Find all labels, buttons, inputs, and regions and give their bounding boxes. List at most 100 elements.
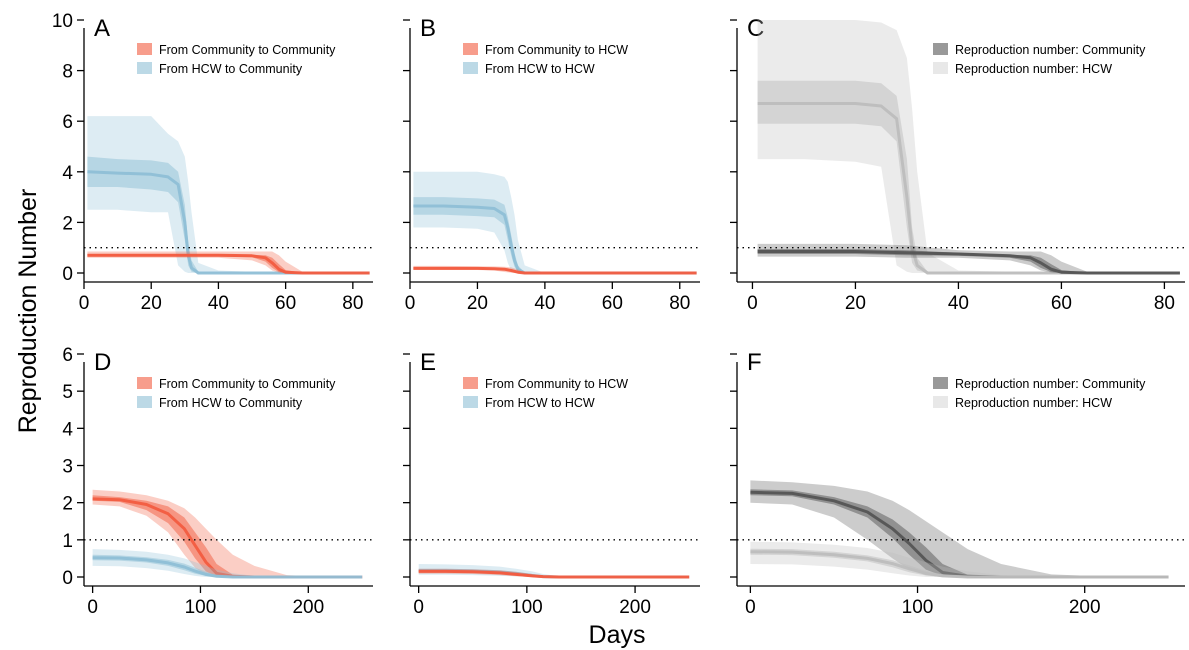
credible-band-inner (87, 156, 370, 273)
legend-swatch (137, 43, 152, 55)
panel-letter: A (94, 15, 110, 42)
credible-band-outer (87, 116, 370, 273)
y-tick-label: 3 (62, 457, 73, 478)
median-line (757, 102, 1180, 275)
y-tick-label: 2 (62, 213, 73, 234)
x-tick-label: 20 (141, 293, 162, 314)
x-tick-label: 40 (534, 293, 555, 314)
legend-label: From HCW to Community (159, 62, 303, 76)
legend: From Community to Community From HCW to C… (137, 43, 336, 76)
credible-band-inner (757, 80, 1180, 273)
median-line (418, 569, 690, 579)
y-tick-label: 8 (62, 62, 73, 83)
series-blue (87, 116, 370, 275)
legend-label: Reproduction number: Community (955, 43, 1146, 57)
y-tick-label: 4 (62, 419, 73, 440)
x-tick-label: 40 (948, 293, 969, 314)
panel-letter: F (747, 349, 762, 376)
y-tick-label: 6 (62, 345, 73, 366)
y-tick-label: 4 (62, 163, 73, 184)
legend-swatch (933, 62, 948, 74)
credible-band-outer (413, 171, 697, 273)
panel-letter: E (420, 349, 436, 376)
legend-label: Reproduction number: HCW (955, 396, 1112, 410)
panel-a: A 0 2 4 6 8 10 0 20 40 60 80 From Community to Commu… (52, 11, 373, 314)
legend-label: From Community to HCW (485, 377, 628, 391)
legend-swatch (137, 62, 152, 74)
credible-band-outer (87, 251, 370, 273)
y-axis-title: Reproduction Number (14, 189, 42, 434)
x-tick-label: 100 (511, 597, 543, 618)
x-tick-label: 100 (185, 597, 217, 618)
x-tick-label: 40 (208, 293, 229, 314)
x-tick-label: 20 (845, 293, 866, 314)
legend: From Community to HCW From HCW to HCW (463, 377, 628, 410)
x-tick-label: 200 (1069, 597, 1101, 618)
legend-swatch (137, 396, 152, 408)
x-tick-label: 200 (292, 597, 324, 618)
x-tick-label: 0 (87, 597, 98, 618)
x-tick-label: 100 (902, 597, 934, 618)
legend-swatch (463, 62, 478, 74)
panel-letter: B (420, 15, 436, 42)
series-dark-grey (757, 243, 1180, 275)
legend-label: Reproduction number: Community (955, 377, 1146, 391)
y-tick-label: 0 (62, 568, 73, 589)
x-tick-label: 200 (619, 597, 651, 618)
x-tick-label: 20 (467, 293, 488, 314)
panel-e: E 0 100 200 From Community to HCW From HCW to… (403, 349, 700, 618)
panel-c: C 0 20 40 60 80 Reproduction number: Community… (730, 15, 1185, 314)
median-line (413, 266, 697, 275)
x-tick-label: 80 (669, 293, 690, 314)
legend: Reproduction number: Community Reproducti… (933, 377, 1146, 410)
legend-swatch (463, 377, 478, 389)
x-tick-label: 60 (1051, 293, 1072, 314)
x-tick-label: 0 (405, 293, 416, 314)
credible-band-inner (413, 197, 697, 273)
median-line (87, 170, 370, 275)
y-tick-label: 6 (62, 112, 73, 133)
series-blue (92, 549, 363, 579)
x-tick-label: 0 (747, 293, 758, 314)
series-red (413, 265, 697, 275)
legend: Reproduction number: Community Reproducti… (933, 43, 1146, 76)
median-line (757, 250, 1180, 275)
median-line (92, 556, 363, 579)
credible-band-outer (757, 20, 1180, 273)
legend: From Community to Community From HCW to C… (137, 377, 336, 410)
series-red (87, 251, 370, 275)
credible-band-inner (92, 495, 363, 577)
series-light-grey (757, 20, 1180, 275)
panel-letter: C (747, 15, 764, 42)
panel-b: B 0 20 40 60 80 From Community to HCW From HCW … (403, 15, 700, 314)
credible-band-outer (92, 549, 363, 577)
legend-swatch (463, 43, 478, 55)
panel-letter: D (94, 349, 111, 376)
legend-swatch (933, 396, 948, 408)
y-tick-label: 2 (62, 494, 73, 515)
legend: From Community to HCW From HCW to HCW (463, 43, 628, 76)
legend-swatch (137, 377, 152, 389)
x-tick-label: 60 (602, 293, 623, 314)
x-tick-label: 80 (342, 293, 363, 314)
credible-band-inner (750, 489, 1169, 577)
panel-d: D 0 1 2 3 4 5 6 0 100 200 From Community to Communi… (62, 345, 373, 618)
y-tick-label: 0 (62, 264, 73, 285)
legend-label: From Community to Community (159, 377, 336, 391)
x-tick-label: 80 (1154, 293, 1175, 314)
legend-label: From HCW to HCW (485, 396, 595, 410)
legend-label: From Community to HCW (485, 43, 628, 57)
y-tick-label: 1 (62, 531, 73, 552)
y-tick-label: 10 (52, 11, 73, 32)
x-tick-label: 0 (745, 597, 756, 618)
x-tick-label: 0 (79, 293, 90, 314)
legend-label: From HCW to Community (159, 396, 303, 410)
legend-label: From HCW to HCW (485, 62, 595, 76)
x-tick-label: 60 (275, 293, 296, 314)
legend-swatch (463, 396, 478, 408)
x-axis-title: Days (589, 621, 646, 649)
series-red (418, 568, 690, 579)
